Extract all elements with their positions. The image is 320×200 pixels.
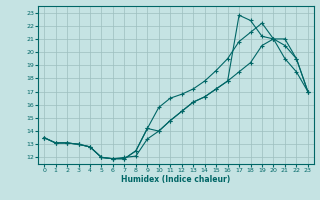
X-axis label: Humidex (Indice chaleur): Humidex (Indice chaleur) bbox=[121, 175, 231, 184]
